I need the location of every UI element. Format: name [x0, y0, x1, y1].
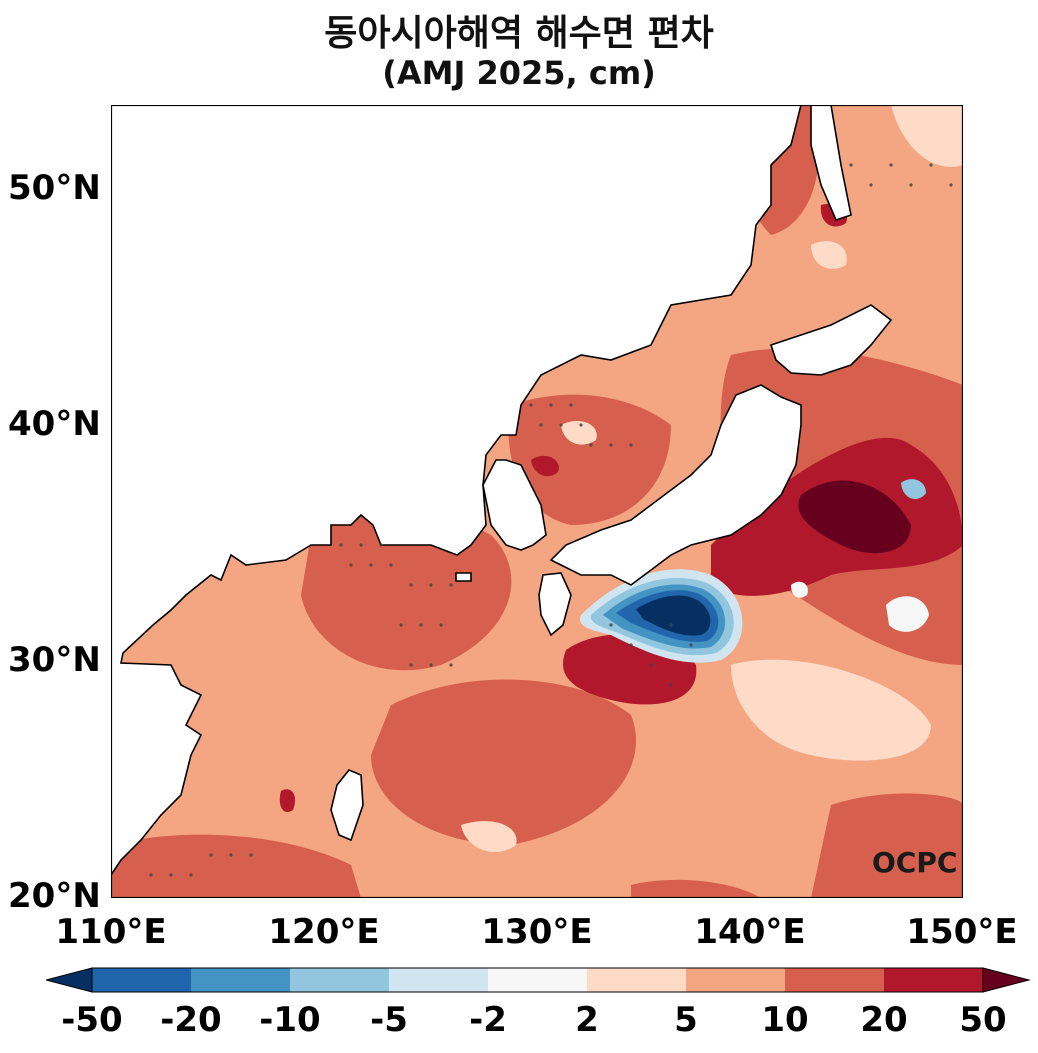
continent-land [111, 105, 802, 877]
anomaly-above-50 [798, 480, 911, 554]
lon-label-140e: 140°E [694, 912, 806, 952]
lat-label-20n: 20°N [8, 876, 101, 916]
sakhalin [810, 105, 852, 221]
colorbar-segment [686, 968, 785, 992]
anomaly-2-5 [461, 105, 963, 853]
colorbar [46, 967, 1031, 993]
colorbar-segment [389, 968, 488, 992]
map-subtitle: (AMJ 2025, cm) [382, 54, 656, 92]
taiwan [330, 769, 364, 842]
map-frame [111, 105, 963, 898]
colorbar-segment [290, 968, 389, 992]
lat-label-40n: 40°N [8, 404, 101, 444]
colorbar-arrow-high [982, 967, 1031, 993]
map-title: 동아시아해역 해수면 편차 [324, 13, 714, 54]
colorbar-segment [785, 968, 884, 992]
colorbar-segment [488, 968, 587, 992]
colorbar-label: -20 [160, 1000, 222, 1040]
ocpc-watermark: OCPC [872, 846, 958, 879]
colorbar-label: -10 [259, 1000, 321, 1040]
lon-label-150e: 150°E [906, 912, 1018, 952]
lon-label-110e: 110°E [55, 912, 167, 952]
colorbar-segment [92, 968, 191, 992]
anomaly-negative-eddy [580, 479, 926, 663]
anomaly-near-zero [791, 581, 929, 632]
colorbar-label: -2 [469, 1000, 507, 1040]
significance-stippling [149, 163, 953, 877]
sea-level-anomaly-map [111, 105, 963, 898]
korean-peninsula [482, 459, 547, 551]
colorbar-label: 10 [761, 1000, 809, 1040]
colorbar-label: 20 [860, 1000, 908, 1040]
colorbar-label: 50 [959, 1000, 1007, 1040]
colorbar-label: -50 [61, 1000, 123, 1040]
lat-label-50n: 50°N [8, 168, 101, 208]
lon-label-130e: 130°E [481, 912, 593, 952]
japan-honshu [549, 384, 802, 586]
colorbar-segment [191, 968, 290, 992]
colorbar-label: -5 [370, 1000, 408, 1040]
colorbar-arrow-low [46, 967, 93, 993]
land-masses [111, 105, 893, 877]
colorbar-label: 5 [674, 1000, 698, 1040]
lon-label-120e: 120°E [268, 912, 380, 952]
colorbar-frame [91, 967, 984, 993]
lat-label-30n: 30°N [8, 640, 101, 680]
japan-kyushu [538, 572, 572, 637]
colorbar-segment [587, 968, 686, 992]
japan-hokkaido [769, 304, 893, 376]
jeju [455, 572, 472, 582]
colorbar-label: 2 [575, 1000, 599, 1040]
colorbar-segment [884, 968, 983, 992]
